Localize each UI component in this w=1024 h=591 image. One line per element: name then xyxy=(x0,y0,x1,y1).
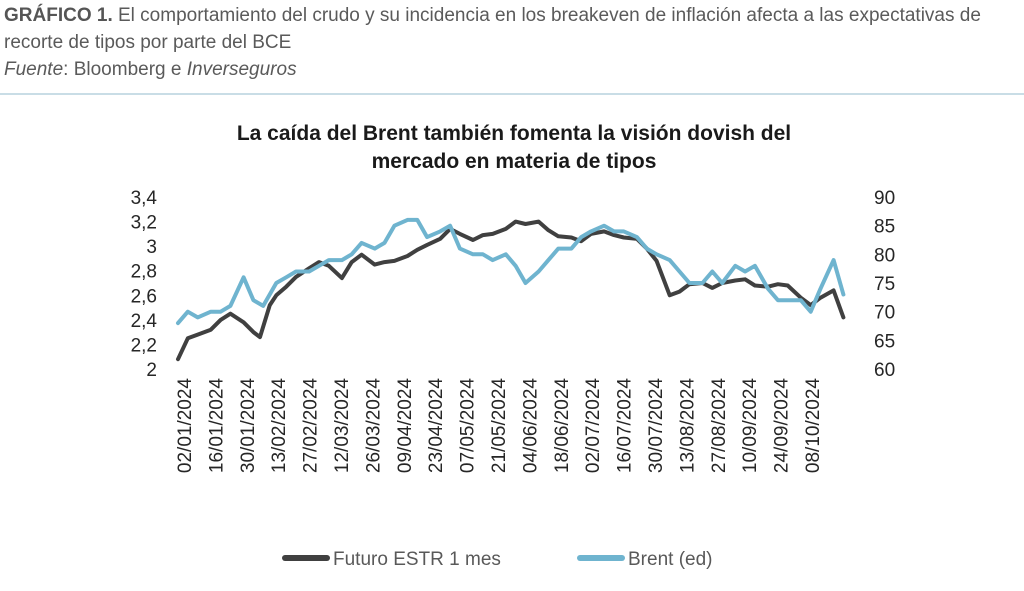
caption-text: El comportamiento del crudo y su inciden… xyxy=(4,5,981,53)
y-right-tick-label: 60 xyxy=(874,360,895,381)
caption-source-italic: Inverseguros xyxy=(186,59,297,80)
x-tick-label: 23/04/2024 xyxy=(426,378,447,474)
x-tick-label: 27/02/2024 xyxy=(301,378,322,474)
x-tick-label: 27/08/2024 xyxy=(709,378,730,474)
x-tick-label: 12/03/2024 xyxy=(332,378,353,474)
x-axis: 02/01/2024 16/01/2024 30/01/2024 13/02/2024… xyxy=(175,378,824,474)
x-tick-label: 09/04/2024 xyxy=(395,378,416,474)
chart-title-line-1: La caída del Brent también fomenta la vi… xyxy=(237,122,791,145)
y-right-tick-label: 75 xyxy=(874,274,895,295)
x-tick-label: 08/10/2024 xyxy=(803,378,824,474)
x-tick-label: 07/05/2024 xyxy=(458,378,479,474)
x-tick-label: 26/03/2024 xyxy=(363,378,384,474)
caption-source-mid: : Bloomberg e xyxy=(63,59,187,80)
y-left-tick-label: 3 xyxy=(146,237,157,258)
x-tick-label: 04/06/2024 xyxy=(520,378,541,474)
x-tick-label: 02/01/2024 xyxy=(175,378,196,474)
x-tick-label: 10/09/2024 xyxy=(740,378,761,474)
y-axis-right: 90 85 80 75 70 65 60 xyxy=(874,188,895,381)
caption-source: Fuente: Bloomberg e Inverseguros xyxy=(4,56,1019,83)
caption-lead: GRÁFICO 1. xyxy=(4,5,113,26)
y-left-tick-label: 2,2 xyxy=(131,335,157,356)
legend-label-brent: Brent (ed) xyxy=(628,549,712,570)
series-line-brent xyxy=(176,217,846,326)
y-right-tick-label: 90 xyxy=(874,188,895,209)
chart-title-line-2: mercado en materia de tipos xyxy=(372,150,657,173)
y-right-tick-label: 70 xyxy=(874,303,895,324)
caption-divider xyxy=(0,93,1024,95)
y-axis-left: 3,4 3,2 3 2,8 2,6 2,4 2,2 2 xyxy=(131,188,158,381)
y-right-tick-label: 65 xyxy=(874,331,895,352)
y-left-tick-label: 3,4 xyxy=(131,188,158,209)
caption-source-label: Fuente xyxy=(4,59,64,80)
x-tick-label: 21/05/2024 xyxy=(489,378,510,474)
series-line-estr xyxy=(176,219,846,362)
y-right-tick-label: 80 xyxy=(874,245,895,266)
series-group xyxy=(176,217,846,362)
x-tick-label: 18/06/2024 xyxy=(552,378,573,474)
x-tick-label: 13/08/2024 xyxy=(677,378,698,474)
x-tick-label: 16/01/2024 xyxy=(206,378,227,474)
y-left-tick-label: 2 xyxy=(146,360,157,381)
figure-caption: GRÁFICO 1. El comportamiento del crudo y… xyxy=(4,2,1019,83)
x-tick-label: 13/02/2024 xyxy=(269,378,290,474)
y-left-tick-label: 2,4 xyxy=(131,311,158,332)
legend: Futuro ESTR 1 mes Brent (ed) xyxy=(282,549,712,570)
y-left-tick-label: 2,6 xyxy=(131,286,157,307)
legend-label-estr: Futuro ESTR 1 mes xyxy=(333,549,501,570)
y-left-tick-label: 2,8 xyxy=(131,262,157,283)
y-right-tick-label: 85 xyxy=(874,217,895,238)
x-tick-label: 02/07/2024 xyxy=(583,378,604,474)
x-tick-label: 24/09/2024 xyxy=(772,378,793,474)
x-tick-label: 30/07/2024 xyxy=(646,378,667,474)
x-tick-label: 30/01/2024 xyxy=(238,378,259,474)
y-left-tick-label: 3,2 xyxy=(131,213,157,234)
x-tick-label: 16/07/2024 xyxy=(615,378,636,474)
